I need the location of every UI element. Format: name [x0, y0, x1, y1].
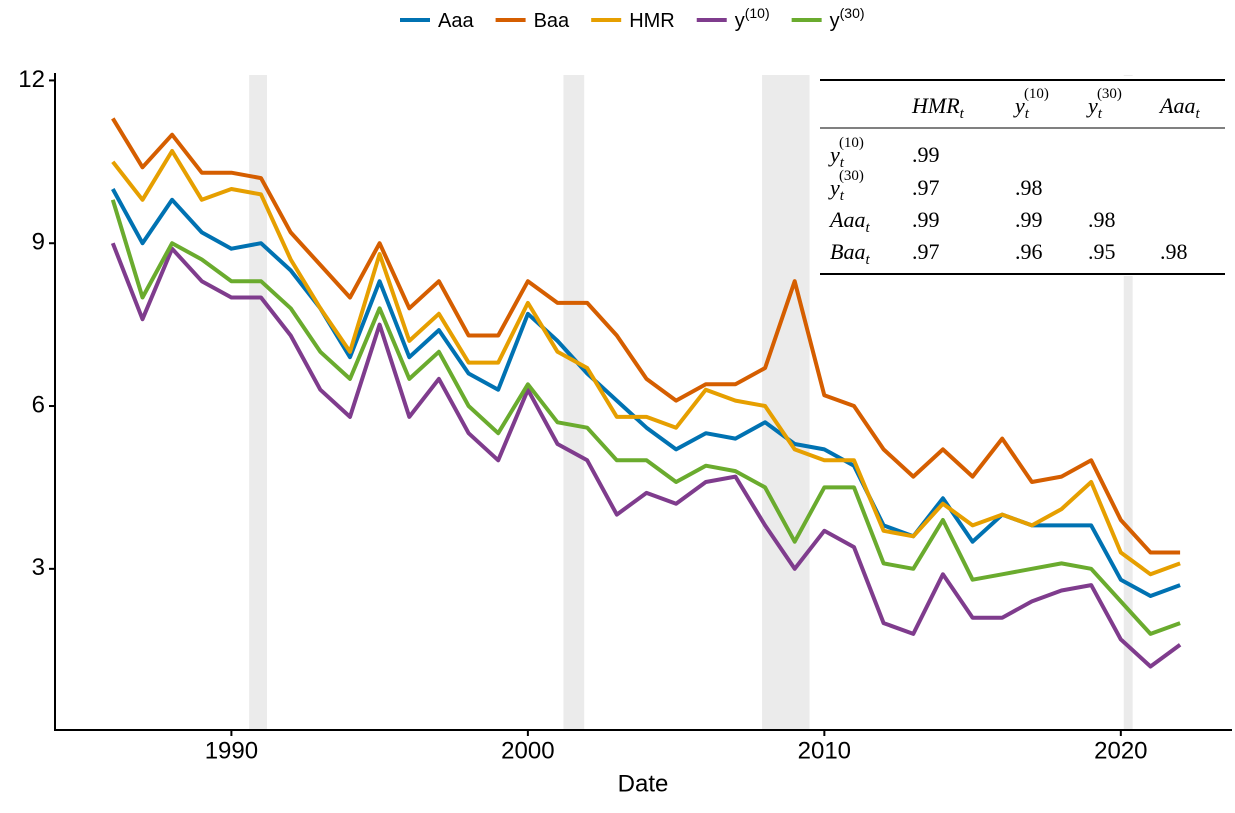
y-tick-label: 9 — [32, 229, 45, 256]
table-background — [818, 76, 1230, 276]
legend-label: HMR — [629, 10, 675, 32]
math-base: y — [828, 142, 840, 167]
legend: Aaa Baa HMR y(10) y(30) — [400, 5, 865, 33]
math-sup: (30) — [839, 168, 864, 184]
y-tick-label: 3 — [32, 554, 45, 581]
legend-name: HMR — [629, 10, 675, 32]
math-sub: t — [1025, 106, 1030, 122]
legend-label: y(10) — [735, 5, 770, 33]
table-math: Aaat — [828, 207, 870, 236]
math-sub: t — [1098, 106, 1103, 122]
x-tick-label: 1990 — [205, 737, 258, 764]
recession-band — [1123, 75, 1133, 730]
table-cell: .98 — [1160, 239, 1188, 264]
table-math: yt (30) — [1086, 86, 1122, 122]
y-tick-label: 12 — [18, 66, 45, 93]
table-cell: .96 — [1015, 239, 1043, 264]
table-math: Baat — [830, 239, 870, 268]
y-tick-label: 6 — [32, 391, 45, 418]
x-tick-label: 2020 — [1094, 737, 1147, 764]
legend-sup: (10) — [745, 5, 770, 21]
math-base: y — [828, 175, 840, 200]
table-math: yt (10) — [828, 135, 864, 171]
math-sup: (30) — [1097, 86, 1122, 102]
table-math: HMRt — [911, 93, 965, 122]
lines — [110, 117, 1182, 669]
recession-band — [762, 75, 810, 730]
legend-label: Baa — [534, 10, 570, 32]
table-cell: .99 — [912, 142, 940, 167]
math-sub: t — [840, 155, 845, 171]
math-sub: t — [1195, 106, 1200, 122]
x-tick-label: 2010 — [798, 737, 851, 764]
math-base: Aaa — [1158, 93, 1195, 118]
table-cell: .98 — [1088, 207, 1116, 232]
table-cell: .99 — [912, 207, 940, 232]
series-line — [110, 242, 1182, 669]
math-sub: t — [840, 188, 845, 204]
table-cell: .97 — [912, 239, 940, 264]
table-cell: .99 — [1015, 207, 1043, 232]
math-sub: t — [865, 220, 870, 236]
math-sub: t — [960, 106, 965, 122]
table-math: Aaat — [1158, 93, 1200, 122]
legend-name: y — [830, 10, 840, 32]
series-line — [111, 117, 1181, 555]
math-base: Aaa — [828, 207, 865, 232]
x-tick-label: 2000 — [501, 737, 554, 764]
math-base: y — [1086, 93, 1098, 118]
math-base: HMR — [911, 93, 960, 118]
legend-name: Aaa — [438, 10, 474, 32]
math-base: y — [1013, 93, 1025, 118]
table-math: yt (10) — [1013, 86, 1049, 122]
table-cell: .97 — [912, 175, 940, 200]
legend-name: y — [735, 10, 745, 32]
legend-sup: (30) — [840, 5, 865, 21]
math-sup: (10) — [839, 135, 864, 151]
table-cell: .95 — [1088, 239, 1116, 264]
recession-band — [563, 75, 585, 730]
series-line — [111, 149, 1181, 577]
x-axis-label: Date — [618, 770, 669, 797]
series-line — [110, 199, 1181, 636]
legend-name: Baa — [534, 10, 570, 32]
table-cell: .98 — [1015, 175, 1043, 200]
recession-bands — [249, 75, 1133, 730]
legend-label: Aaa — [438, 10, 474, 32]
math-sup: (10) — [1024, 86, 1049, 102]
math-sub: t — [865, 252, 870, 268]
math-base: Baa — [830, 239, 865, 264]
recession-band — [249, 75, 267, 730]
table-math: yt (30) — [828, 168, 864, 204]
legend-label: y(30) — [830, 5, 865, 33]
